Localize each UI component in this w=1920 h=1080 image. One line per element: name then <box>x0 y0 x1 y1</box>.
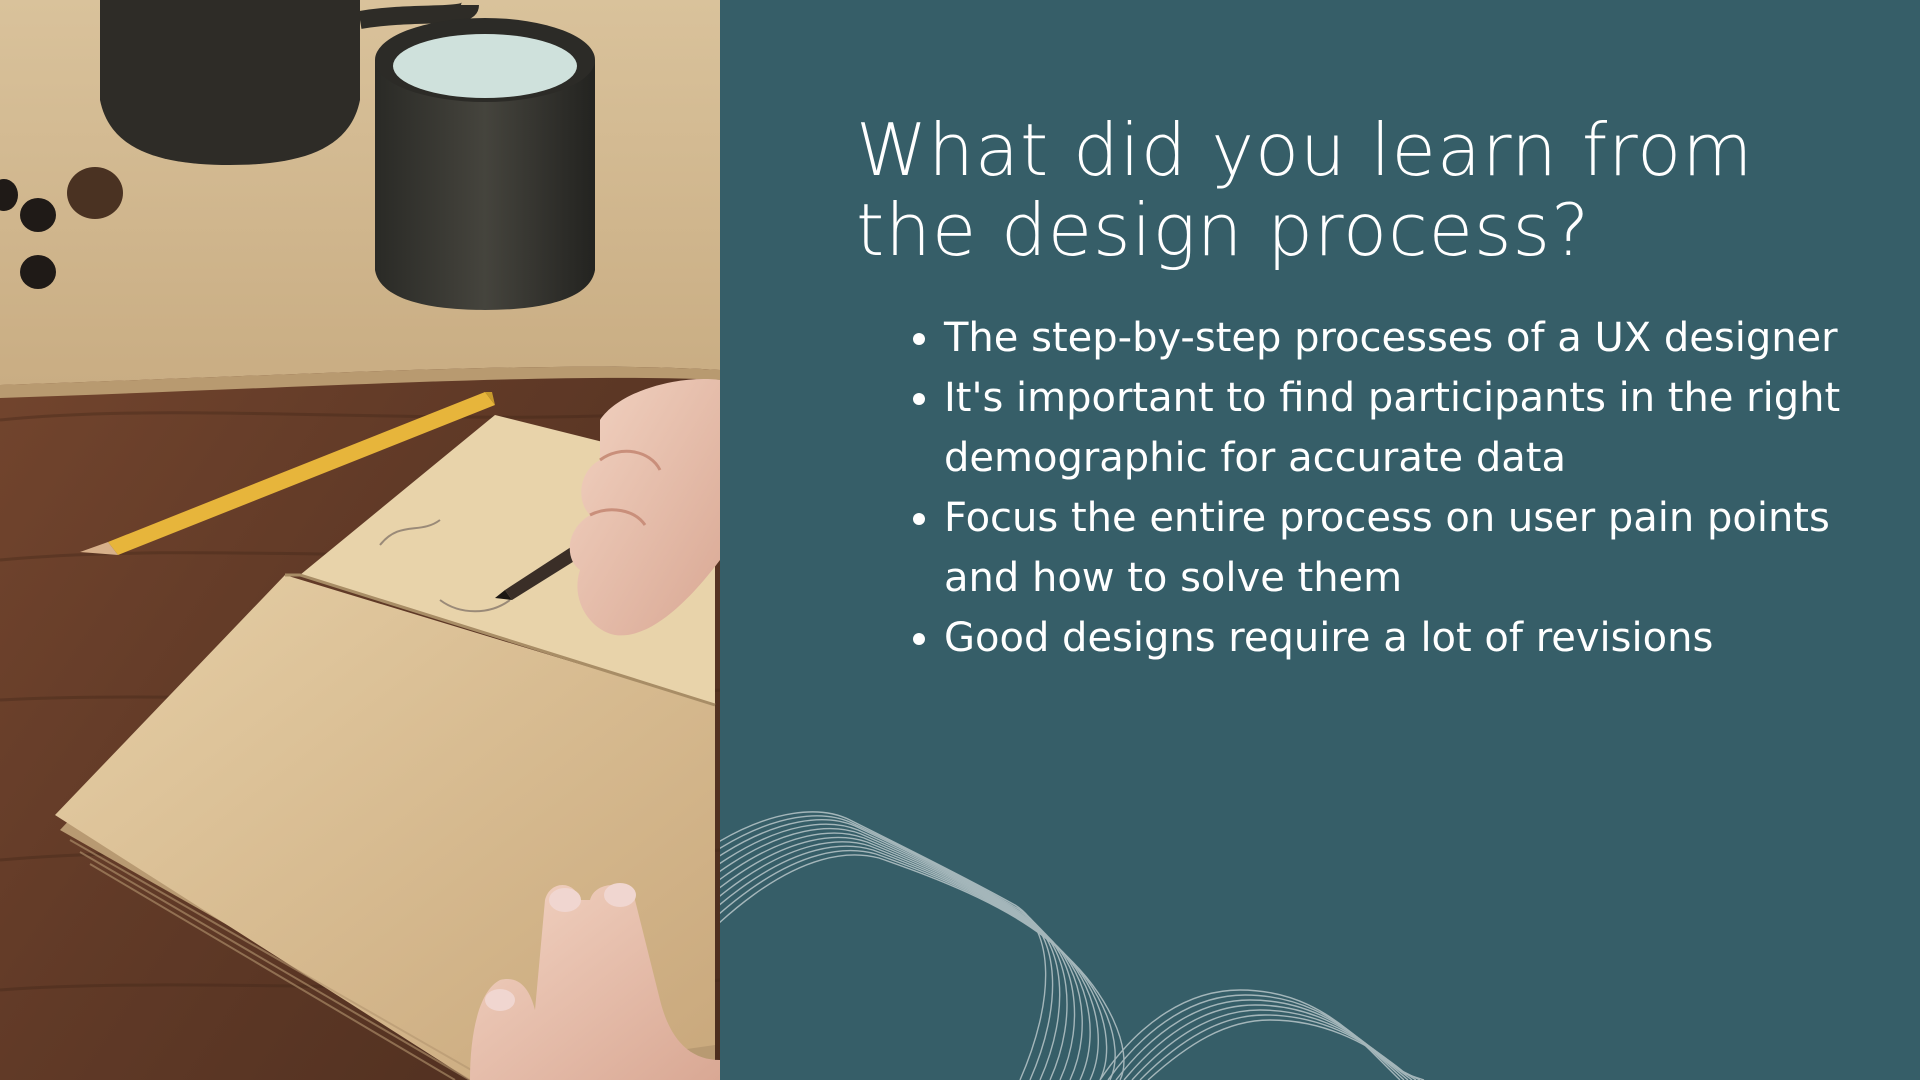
notebook-coffee-photo <box>0 0 720 1080</box>
bullet-list: The step-by-step processes of a UX desig… <box>884 308 1864 668</box>
decorative-wave-lines <box>720 811 1425 1080</box>
content-panel: What did you learn from the design proce… <box>720 0 1920 1080</box>
bullet-item: Focus the entire process on user pain po… <box>944 488 1864 608</box>
bullet-item: The step-by-step processes of a UX desig… <box>944 308 1864 368</box>
slide-title: What did you learn from the design proce… <box>856 108 1754 272</box>
bullet-item: Good designs require a lot of revisions <box>944 608 1864 668</box>
photo-illustration <box>0 0 720 1080</box>
bullet-item: It's important to find participants in t… <box>944 368 1864 488</box>
